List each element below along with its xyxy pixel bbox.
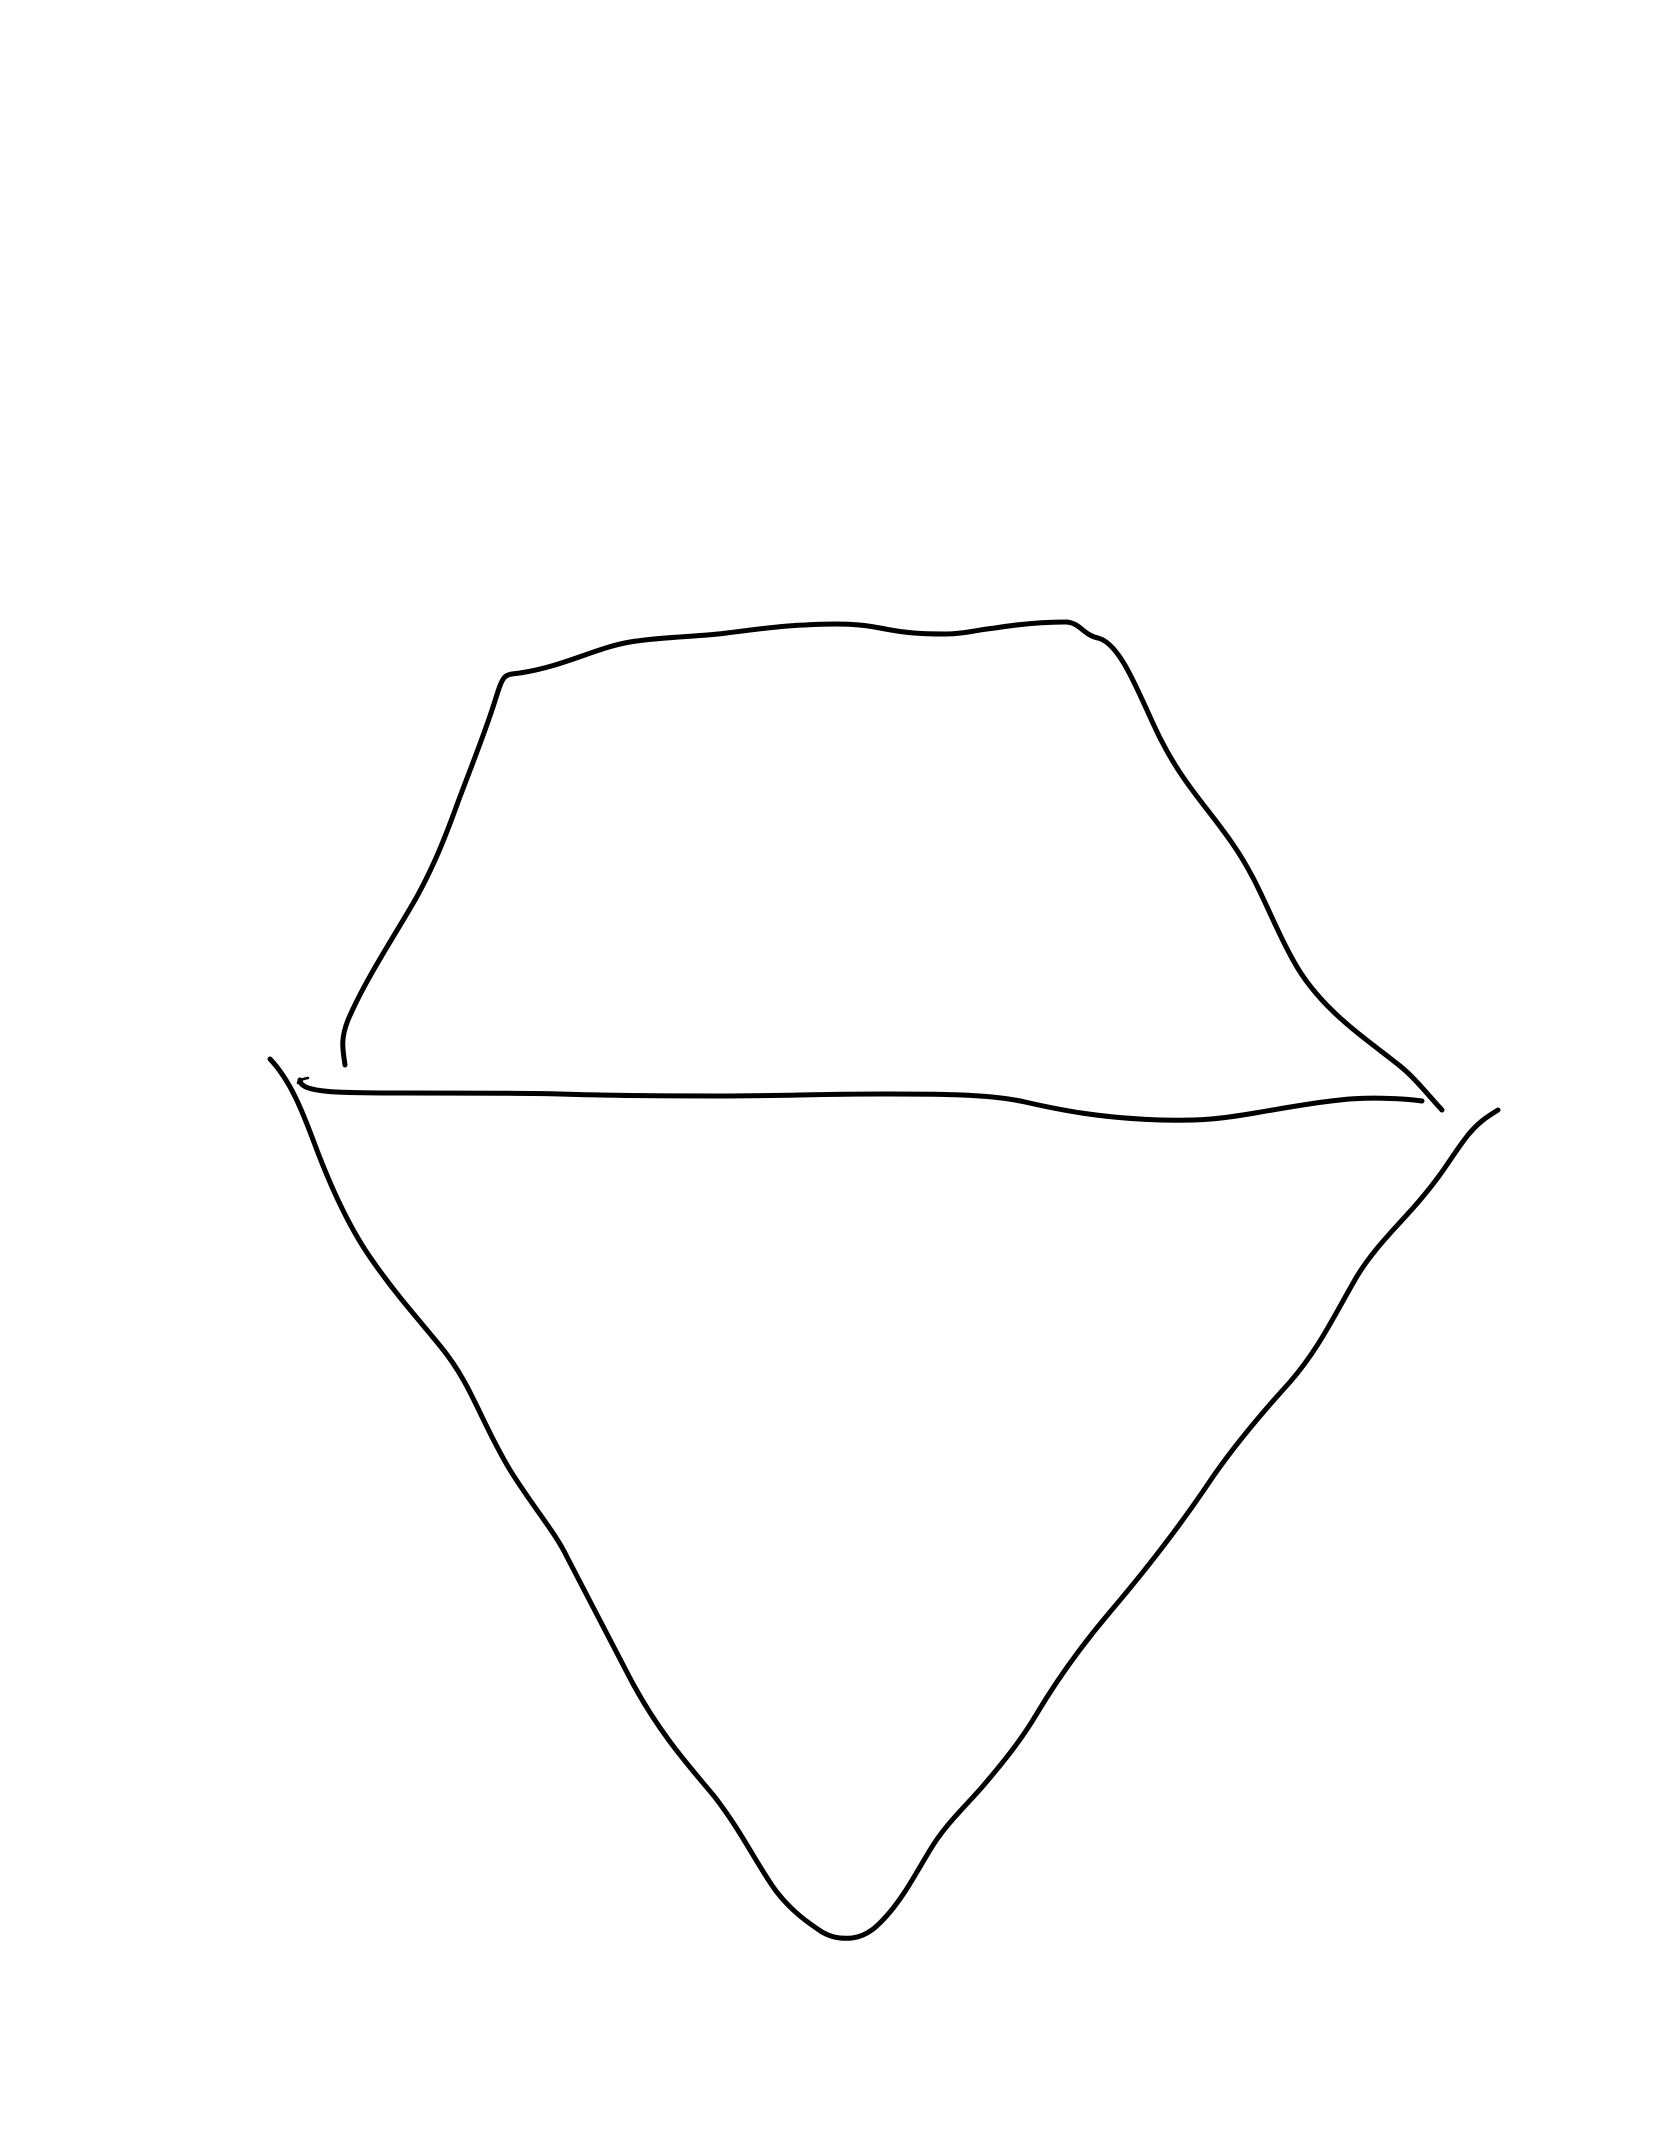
iceberg-bottom-outline bbox=[267, 1056, 1501, 1941]
waterline bbox=[297, 1077, 1425, 1123]
iceberg-top-outline bbox=[340, 619, 1445, 1113]
waterline-hook bbox=[296, 1076, 310, 1085]
